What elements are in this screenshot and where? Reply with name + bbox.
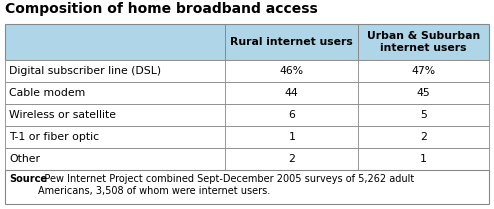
Bar <box>5 60 489 82</box>
Text: Cable modem: Cable modem <box>9 88 85 98</box>
Bar <box>5 126 489 148</box>
Text: 2: 2 <box>288 154 295 164</box>
Text: 6: 6 <box>288 110 295 120</box>
Text: 5: 5 <box>420 110 427 120</box>
Text: 44: 44 <box>285 88 299 98</box>
Text: Source: Source <box>9 174 47 184</box>
Text: Rural internet users: Rural internet users <box>230 37 353 47</box>
Text: Digital subscriber line (DSL): Digital subscriber line (DSL) <box>9 66 161 76</box>
Text: Urban & Suburban
internet users: Urban & Suburban internet users <box>367 31 480 53</box>
Bar <box>5 24 489 60</box>
Text: 1: 1 <box>420 154 427 164</box>
Text: Composition of home broadband access: Composition of home broadband access <box>5 2 318 16</box>
Text: T-1 or fiber optic: T-1 or fiber optic <box>9 132 99 142</box>
Bar <box>5 170 489 204</box>
Bar <box>5 148 489 170</box>
Text: 2: 2 <box>420 132 427 142</box>
Text: 47%: 47% <box>412 66 436 76</box>
Text: : Pew Internet Project combined Sept-December 2005 surveys of 5,262 adult
Americ: : Pew Internet Project combined Sept-Dec… <box>38 174 414 196</box>
Bar <box>5 104 489 126</box>
Bar <box>5 82 489 104</box>
Text: 45: 45 <box>417 88 431 98</box>
Text: 46%: 46% <box>280 66 304 76</box>
Text: Other: Other <box>9 154 40 164</box>
Text: 1: 1 <box>288 132 295 142</box>
Text: Wireless or satellite: Wireless or satellite <box>9 110 116 120</box>
